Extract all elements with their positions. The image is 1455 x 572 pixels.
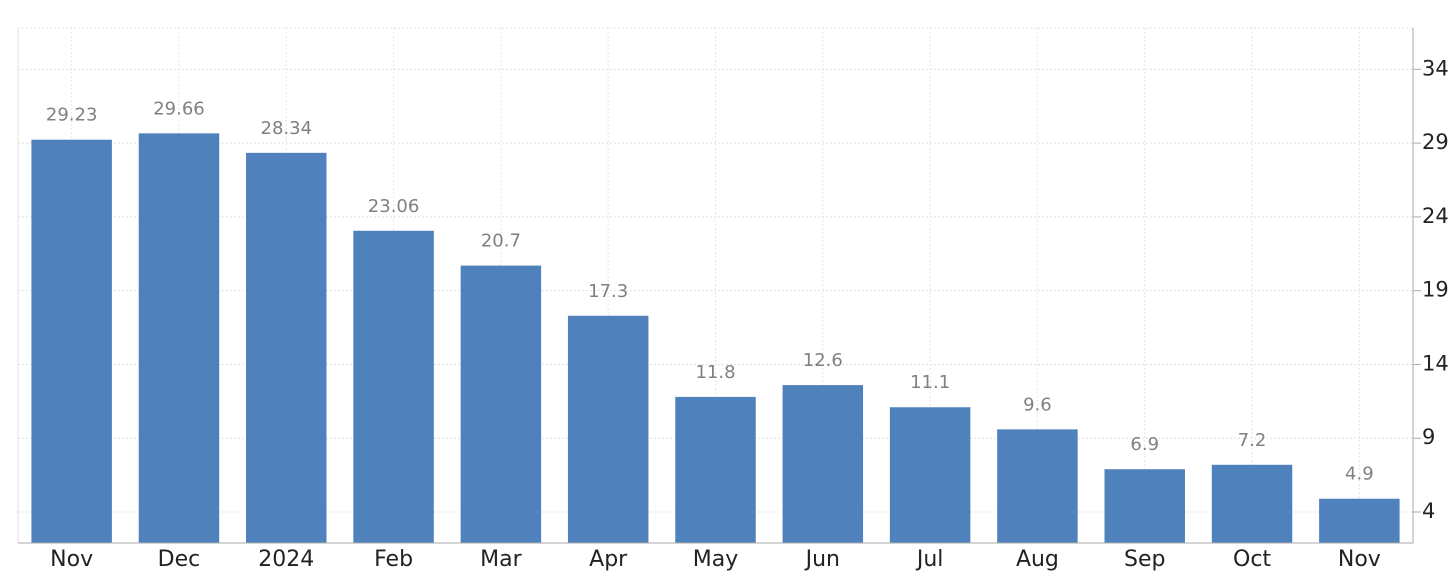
value-label: 9.6 <box>1023 394 1052 415</box>
bar <box>353 230 434 543</box>
x-tick-label: Sep <box>1124 547 1165 572</box>
x-tick-label: 2024 <box>258 547 314 572</box>
bar <box>1104 469 1185 543</box>
y-tick-label: 4 <box>1422 499 1435 523</box>
bar <box>1319 498 1400 543</box>
x-tick-label: Feb <box>374 547 413 572</box>
x-tick-label: May <box>693 547 738 572</box>
value-label: 20.7 <box>481 231 521 252</box>
bar <box>889 407 971 543</box>
value-label: 12.6 <box>803 350 843 371</box>
y-tick-label: 24 <box>1422 204 1449 228</box>
x-tick-label: Apr <box>589 547 628 572</box>
value-label: 4.9 <box>1345 464 1374 485</box>
value-label: 28.34 <box>261 118 313 139</box>
bar <box>138 133 220 544</box>
x-tick-label: Nov <box>1338 547 1381 572</box>
value-label: 11.1 <box>910 372 950 393</box>
value-label: 11.8 <box>695 362 735 383</box>
bar <box>460 265 542 543</box>
bar <box>997 429 1078 543</box>
bar <box>782 385 864 543</box>
x-tick-label: Mar <box>480 547 522 572</box>
x-tick-label: Nov <box>50 547 93 572</box>
value-label: 17.3 <box>588 281 628 302</box>
y-tick-label: 9 <box>1422 425 1435 449</box>
x-tick-label: Aug <box>1016 547 1059 572</box>
y-tick-label: 29 <box>1422 130 1449 154</box>
y-tick-label: 34 <box>1422 56 1449 80</box>
value-label: 7.2 <box>1238 430 1267 451</box>
bar <box>567 315 649 543</box>
x-tick-label: Oct <box>1233 547 1271 572</box>
value-label: 6.9 <box>1130 434 1159 455</box>
bar <box>246 152 327 543</box>
bar <box>675 396 756 543</box>
x-tick-label: Jun <box>804 547 840 572</box>
value-label: 23.06 <box>368 196 420 217</box>
value-label: 29.66 <box>153 98 205 119</box>
y-tick-label: 14 <box>1422 351 1449 375</box>
value-label: 29.23 <box>46 105 98 126</box>
bar <box>1211 464 1293 543</box>
y-tick-label: 19 <box>1422 278 1449 302</box>
x-tick-label: Jul <box>915 547 944 572</box>
x-tick-label: Dec <box>158 547 201 572</box>
bar <box>31 139 112 543</box>
